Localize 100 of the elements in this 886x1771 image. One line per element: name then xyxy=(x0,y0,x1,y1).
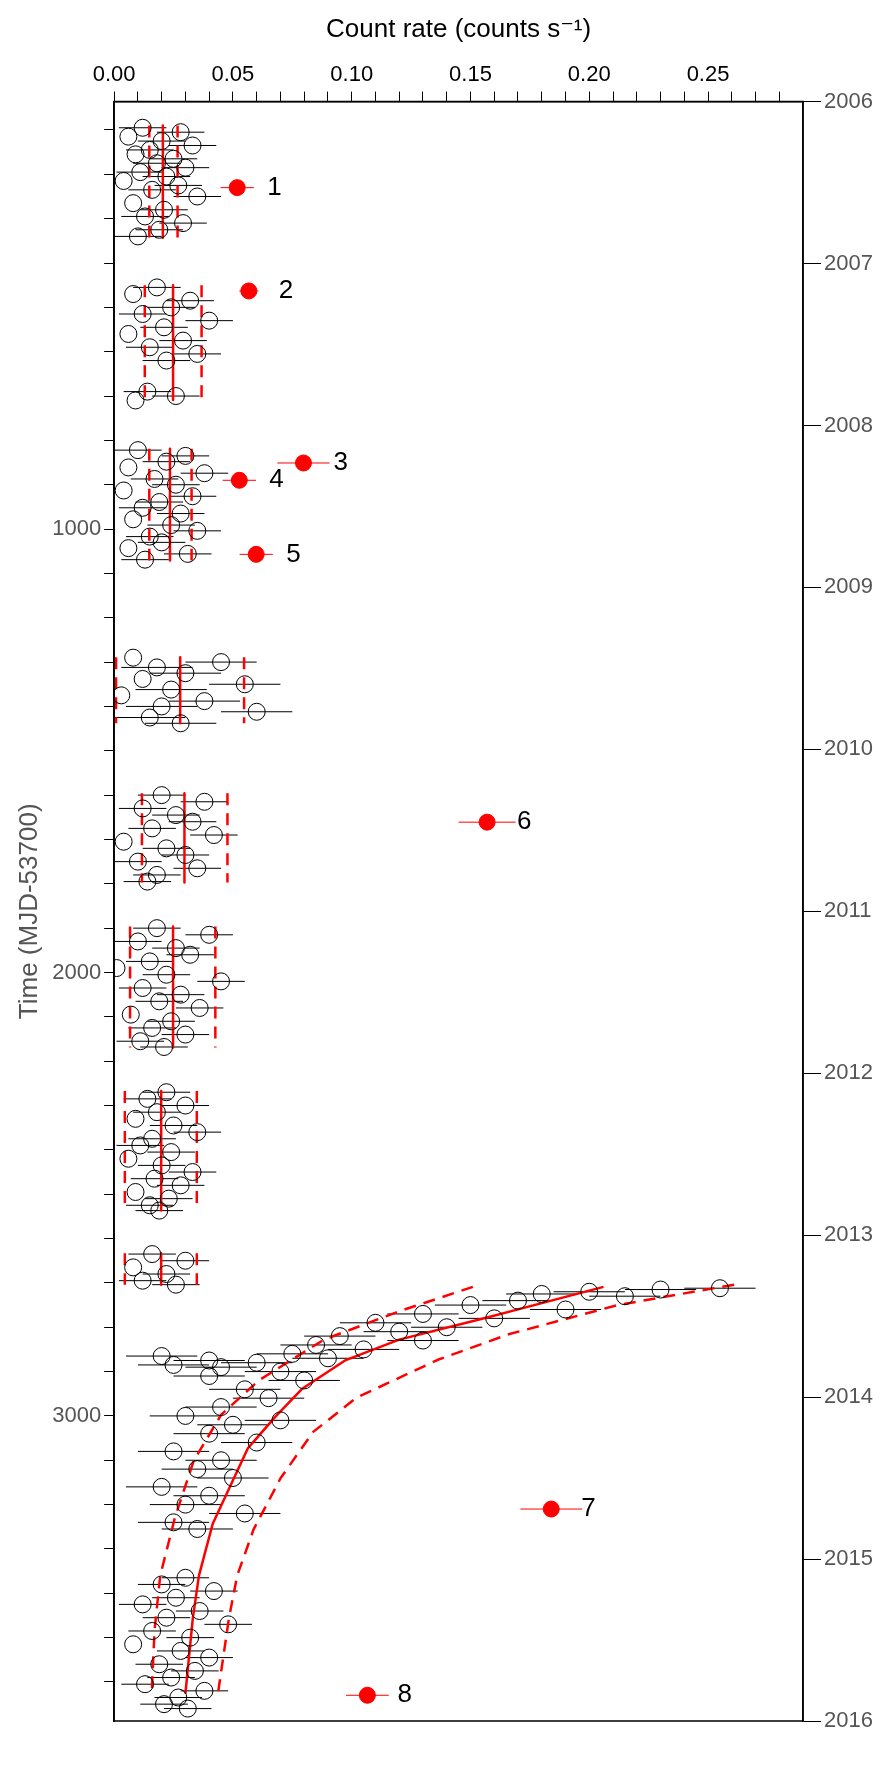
point xyxy=(212,1358,231,1377)
point xyxy=(176,845,195,864)
point xyxy=(188,344,207,363)
point xyxy=(145,1169,164,1188)
y-tick-label: 1000 xyxy=(52,515,102,541)
point xyxy=(181,1628,200,1647)
y2-tick-label: 2013 xyxy=(824,1221,874,1247)
point xyxy=(200,1648,219,1667)
point xyxy=(164,1116,183,1135)
point xyxy=(188,1123,207,1142)
point xyxy=(150,1655,169,1674)
point xyxy=(212,1398,231,1417)
point xyxy=(171,1176,190,1195)
point xyxy=(155,1037,174,1056)
point xyxy=(247,1353,266,1372)
y2-tick-label: 2016 xyxy=(824,1707,874,1733)
annotation: 6 xyxy=(517,805,532,836)
point xyxy=(157,1608,176,1627)
annotation: 2 xyxy=(278,274,294,305)
point xyxy=(183,136,202,155)
point xyxy=(176,158,195,177)
point xyxy=(119,539,138,558)
point xyxy=(190,998,209,1017)
point xyxy=(164,1442,183,1461)
point xyxy=(390,1322,409,1341)
point xyxy=(157,1083,176,1102)
point xyxy=(366,1313,385,1332)
point xyxy=(223,1469,242,1487)
point xyxy=(195,692,214,711)
point xyxy=(413,1331,432,1350)
point xyxy=(133,1271,152,1290)
point xyxy=(124,648,143,667)
point xyxy=(190,1602,209,1621)
point xyxy=(204,826,223,845)
point xyxy=(174,331,193,350)
point xyxy=(200,1424,219,1443)
point xyxy=(166,1275,185,1294)
point xyxy=(133,979,152,998)
point xyxy=(131,163,150,182)
point xyxy=(114,686,131,705)
point xyxy=(136,550,155,569)
point xyxy=(147,278,166,297)
point xyxy=(212,653,231,672)
point xyxy=(162,680,181,699)
point xyxy=(147,1103,166,1122)
point xyxy=(124,285,143,304)
point xyxy=(157,1265,176,1284)
point xyxy=(136,207,155,226)
point xyxy=(147,919,166,938)
point xyxy=(235,1504,254,1523)
point xyxy=(532,1284,551,1303)
y2-tick-label: 2009 xyxy=(824,573,874,599)
point xyxy=(147,865,166,884)
point xyxy=(128,932,147,951)
point xyxy=(247,545,265,563)
point xyxy=(131,1032,150,1051)
point xyxy=(119,458,138,477)
point xyxy=(188,187,207,206)
point xyxy=(155,200,174,219)
point xyxy=(188,521,207,540)
point xyxy=(128,227,147,246)
point xyxy=(155,318,174,337)
annotation: 4 xyxy=(269,463,284,494)
point xyxy=(124,510,143,529)
point xyxy=(140,1196,159,1215)
x-tick-label: 0.15 xyxy=(449,61,492,87)
point xyxy=(164,1513,183,1532)
x-axis-title: Count rate (counts s⁻¹) xyxy=(326,12,592,43)
point xyxy=(133,1595,152,1614)
annotation: 5 xyxy=(286,537,301,568)
point xyxy=(188,1460,207,1479)
point xyxy=(133,498,152,517)
point xyxy=(228,179,246,197)
point xyxy=(318,1349,337,1368)
point xyxy=(152,1347,171,1366)
point xyxy=(143,1621,162,1640)
annotation: 3 xyxy=(333,446,348,477)
point xyxy=(195,464,214,483)
point xyxy=(131,1136,150,1155)
y2-tick-label: 2007 xyxy=(824,249,874,275)
point xyxy=(169,176,188,195)
point xyxy=(247,702,266,721)
point xyxy=(176,1568,195,1587)
point xyxy=(147,154,166,173)
point xyxy=(124,1635,143,1654)
point xyxy=(128,441,147,460)
point xyxy=(157,965,176,984)
point xyxy=(176,1495,195,1514)
point xyxy=(178,1699,197,1718)
point xyxy=(235,675,254,694)
point xyxy=(166,806,185,825)
point xyxy=(150,992,169,1011)
point xyxy=(169,1688,188,1707)
y2-tick-label: 2012 xyxy=(824,1059,874,1085)
point xyxy=(147,658,166,677)
point xyxy=(150,220,169,239)
point xyxy=(126,1109,145,1128)
point xyxy=(140,527,159,546)
point xyxy=(461,1296,480,1315)
point xyxy=(485,1309,504,1328)
